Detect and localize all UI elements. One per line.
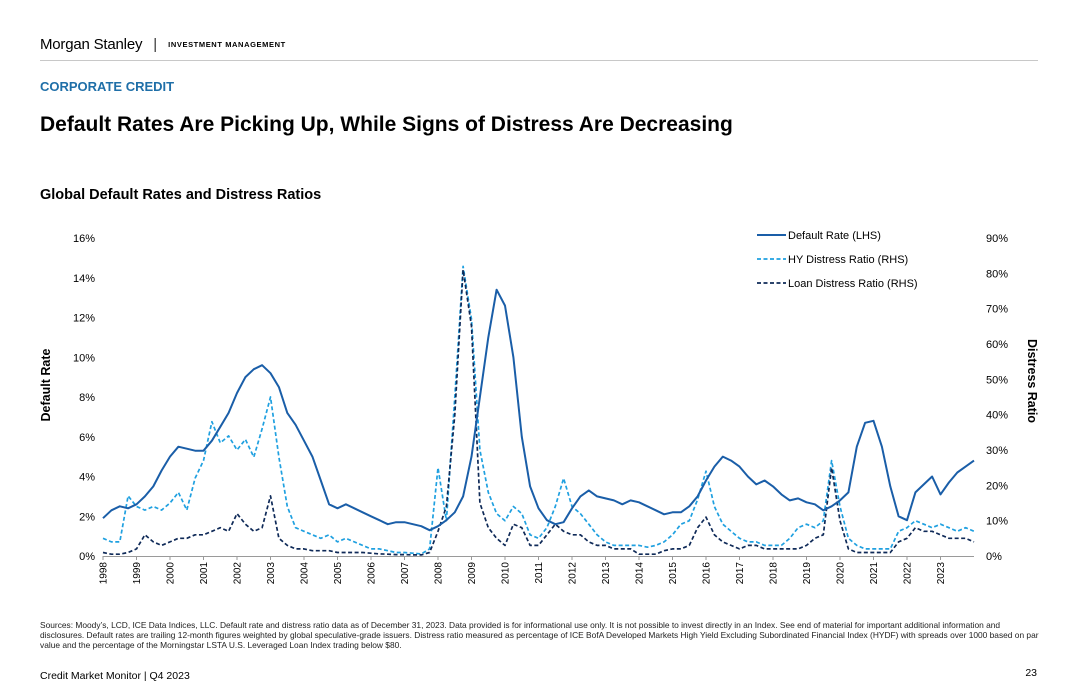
y-right-tick-label: 10% <box>986 516 1008 528</box>
y-right-tick-label: 80% <box>986 268 1008 280</box>
y-right-tick-label: 20% <box>986 480 1008 492</box>
x-tick-label: 2010 <box>501 562 512 585</box>
brand-name: Morgan Stanley <box>40 36 143 53</box>
x-tick-label: 2018 <box>769 562 780 585</box>
x-tick-label: 2000 <box>166 562 177 585</box>
legend-label: Loan Distress Ratio (RHS) <box>788 278 918 290</box>
page-number: 23 <box>1025 667 1037 679</box>
page-headline: Default Rates Are Picking Up, While Sign… <box>40 113 733 136</box>
x-tick-label: 2006 <box>367 562 378 585</box>
y-right-tick-label: 60% <box>986 339 1008 351</box>
y-right-tick-label: 40% <box>986 410 1008 422</box>
x-tick-label: 2022 <box>903 562 914 585</box>
series-line-default-rate <box>102 288 975 532</box>
x-tick-label: 2019 <box>802 562 813 585</box>
x-tick-label: 2009 <box>467 562 478 585</box>
x-tick-label: 2014 <box>635 562 646 585</box>
y-left-tick-label: 8% <box>79 392 95 404</box>
y-left-axis-title: Default Rate <box>39 348 53 421</box>
x-tick-label: 2002 <box>233 562 244 585</box>
header-divider <box>40 60 1038 61</box>
x-tick-label: 2001 <box>199 562 210 585</box>
y-right-tick-label: 0% <box>986 551 1002 563</box>
y-left-tick-label: 2% <box>79 511 95 523</box>
y-left-tick-label: 10% <box>73 352 95 364</box>
legend-label: Default Rate (LHS) <box>788 230 881 242</box>
x-tick-label: 2016 <box>702 562 713 585</box>
y-left-tick-label: 14% <box>73 273 95 285</box>
y-left-tick-label: 12% <box>73 313 95 325</box>
x-tick-label: 2011 <box>534 562 545 584</box>
y-right-tick-label: 90% <box>986 233 1008 245</box>
legend-label: HY Distress Ratio (RHS) <box>788 254 908 266</box>
x-tick-label: 2012 <box>568 562 579 585</box>
x-tick-label: 2007 <box>400 562 411 585</box>
section-label: CORPORATE CREDIT <box>40 79 175 94</box>
brand-separator: | <box>153 36 158 53</box>
footer-title: Credit Market Monitor | Q4 2023 <box>40 670 190 682</box>
default-distress-chart: 0% 2% 4% 6% 8% 10% 12% 14% 16% 0% 10% 20% 30% 40% 50% 6… <box>39 230 1039 585</box>
brand-subtitle: INVESTMENT MANAGEMENT <box>168 40 286 49</box>
x-tick-label: 2015 <box>668 562 679 585</box>
y-right-axis-title: Distress Ratio <box>1025 339 1039 423</box>
y-left-tick-label: 6% <box>79 432 95 444</box>
y-right-tick-label: 70% <box>986 304 1008 316</box>
x-tick-label: 2008 <box>434 562 445 585</box>
x-tick-label: 2017 <box>735 562 746 585</box>
brand-logo: Morgan Stanley | INVESTMENT MANAGEMENT <box>40 36 286 53</box>
series-line-hy-distress <box>102 265 975 555</box>
series-line-loan-distress <box>102 268 975 556</box>
y-left-tick-label: 16% <box>73 233 95 245</box>
x-tick-label: 2020 <box>836 562 847 585</box>
y-left-tick-label: 4% <box>79 472 95 484</box>
x-tick-label: 2023 <box>936 562 947 585</box>
x-tick-label: 2013 <box>601 562 612 585</box>
chart-title: Global Default Rates and Distress Ratios <box>40 187 322 203</box>
y-right-tick-label: 50% <box>986 374 1008 386</box>
y-right-tick-label: 30% <box>986 445 1008 457</box>
x-tick-label: 1999 <box>132 562 143 585</box>
x-tick-label: 2021 <box>869 562 880 585</box>
source-note: Sources: Moody’s, LCD, ICE Data Indices,… <box>40 620 1039 650</box>
y-left-tick-label: 0% <box>79 551 95 563</box>
x-tick-label: 2003 <box>266 562 277 585</box>
x-tick-label: 2005 <box>333 562 344 585</box>
x-tick-label: 1998 <box>99 562 110 585</box>
x-tick-label: 2004 <box>300 562 311 585</box>
